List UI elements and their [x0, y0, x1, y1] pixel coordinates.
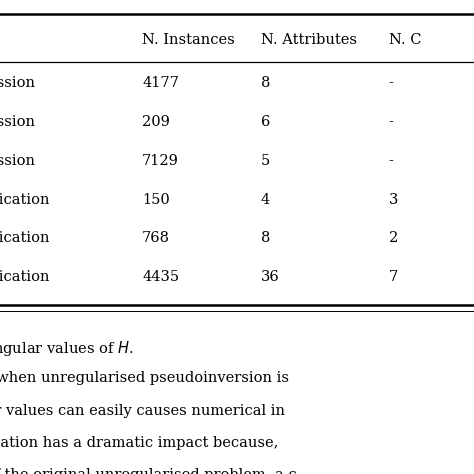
Text: of the original unregularised problem, a c: of the original unregularised problem, a…: [0, 468, 297, 474]
Text: ression: ression: [0, 154, 35, 168]
Text: 4: 4: [261, 192, 270, 207]
Text: -: -: [389, 115, 393, 129]
Text: ression: ression: [0, 76, 35, 90]
Text: N. Instances: N. Instances: [142, 33, 235, 47]
Text: 5: 5: [261, 154, 270, 168]
Text: -: -: [389, 154, 393, 168]
Text: t, when unregularised pseudoinversion is: t, when unregularised pseudoinversion is: [0, 372, 289, 385]
Text: ression: ression: [0, 115, 35, 129]
Text: sification: sification: [0, 270, 50, 284]
Text: 7: 7: [389, 270, 398, 284]
Text: 4435: 4435: [142, 270, 179, 284]
Text: 7129: 7129: [142, 154, 179, 168]
Text: -: -: [389, 76, 393, 90]
Text: N. Attributes: N. Attributes: [261, 33, 357, 47]
Text: 8: 8: [261, 76, 270, 90]
Text: 768: 768: [142, 231, 170, 246]
Text: 8: 8: [261, 231, 270, 246]
Text: 4177: 4177: [142, 76, 179, 90]
Text: 2: 2: [389, 231, 398, 246]
Text: sification: sification: [0, 192, 50, 207]
Text: 6: 6: [261, 115, 270, 129]
Text: lar values can easily causes numerical in: lar values can easily causes numerical i…: [0, 404, 285, 418]
Text: 36: 36: [261, 270, 280, 284]
Text: 209: 209: [142, 115, 170, 129]
Text: sification: sification: [0, 231, 50, 246]
Text: 150: 150: [142, 192, 170, 207]
Text: risation has a dramatic impact because,: risation has a dramatic impact because,: [0, 436, 278, 450]
Text: N. C: N. C: [389, 33, 421, 47]
Text: singular values of $H$.: singular values of $H$.: [0, 339, 134, 358]
Text: 3: 3: [389, 192, 398, 207]
